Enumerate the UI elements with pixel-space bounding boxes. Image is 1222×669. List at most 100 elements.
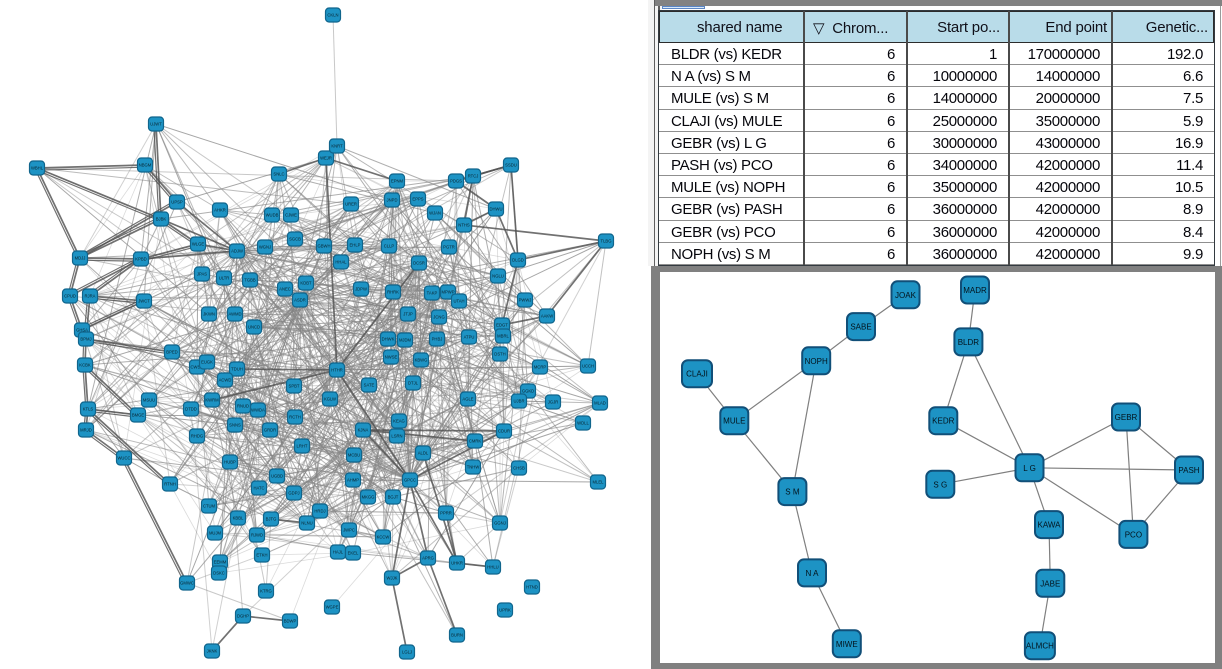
svg-text:CJWE: CJWE [285, 213, 297, 218]
svg-text:KTLS: KTLS [83, 407, 94, 412]
svg-text:JWPC: JWPC [343, 528, 355, 533]
svg-text:RJRA: RJRA [85, 294, 96, 299]
svg-text:KDBT: KDBT [300, 281, 312, 286]
svg-text:CLLP: CLLP [384, 244, 395, 249]
svg-text:MBRL: MBRL [497, 334, 509, 339]
svg-text:EKEL: EKEL [348, 551, 359, 556]
svg-text:WGNJ: WGNJ [259, 245, 271, 250]
svg-text:DCSR: DCSR [413, 261, 425, 266]
svg-text:LGLJ: LGLJ [402, 650, 412, 655]
svg-text:HRDJ: HRDJ [314, 509, 325, 514]
svg-text:WBHL: WBHL [31, 166, 44, 171]
svg-text:UHKR: UHKR [451, 561, 463, 566]
svg-text:DTDD: DTDD [185, 407, 197, 412]
svg-text:DSTH: DSTH [494, 352, 505, 357]
svg-text:EUGK: EUGK [201, 360, 213, 365]
svg-text:MKGG: MKGG [362, 495, 375, 500]
svg-text:HAJL: HAJL [333, 550, 344, 555]
svg-text:HTHR: HTHR [331, 368, 343, 373]
svg-text:WUDB: WUDB [266, 213, 279, 218]
svg-text:GDPJ: GDPJ [288, 491, 299, 496]
svg-text:SABE: SABE [850, 323, 871, 332]
svg-text:JABE: JABE [1040, 579, 1060, 588]
svg-text:RNUD: RNUD [237, 404, 249, 409]
svg-text:BJBK: BJBK [156, 217, 167, 222]
svg-text:UPSP: UPSP [171, 200, 183, 205]
svg-text:NLNU: NLNU [301, 521, 312, 526]
svg-text:MSUU: MSUU [143, 398, 155, 403]
svg-text:JGJR: JGJR [548, 400, 558, 405]
svg-text:EDGT: EDGT [496, 323, 508, 328]
svg-text:BPED: BPED [166, 350, 177, 355]
svg-text:WDLL: WDLL [577, 421, 589, 426]
svg-text:WLGE: WLGE [192, 242, 205, 247]
svg-text:HUBP: HUBP [224, 460, 236, 465]
svg-text:S G: S G [933, 480, 947, 489]
svg-text:L G: L G [1023, 464, 1036, 473]
svg-text:CTUM: CTUM [203, 504, 216, 509]
svg-text:RTCJ: RTCJ [468, 174, 479, 179]
svg-text:ASDR: ASDR [294, 298, 306, 303]
svg-text:JNPD: JNPD [387, 198, 398, 203]
svg-text:JKWN: JKWN [203, 312, 215, 317]
svg-text:NOPH: NOPH [805, 357, 828, 366]
svg-text:AHMP: AHMP [347, 478, 359, 483]
svg-text:PPRR: PPRR [440, 511, 452, 516]
svg-text:DTJL: DTJL [408, 381, 419, 386]
svg-text:WJJK: WJJK [387, 576, 398, 581]
svg-text:DHWK: DHWK [382, 337, 395, 342]
svg-text:WUCC: WUCC [117, 456, 130, 461]
svg-text:ETKH: ETKH [256, 553, 267, 558]
svg-text:RHRK: RHRK [387, 290, 399, 295]
svg-text:SSDU: SSDU [505, 163, 517, 168]
svg-text:KWRM: KWRM [205, 398, 219, 403]
svg-text:UGBD: UGBD [271, 474, 283, 479]
svg-text:GHSA: GHSA [76, 328, 88, 333]
svg-text:DGHP: DGHP [237, 614, 249, 619]
svg-text:CWSG: CWSG [190, 365, 203, 370]
svg-text:AAKW: AAKW [541, 314, 553, 319]
svg-text:KEAG: KEAG [393, 419, 405, 424]
svg-text:GEBR: GEBR [1115, 413, 1138, 422]
svg-text:HHAL: HHAL [335, 260, 347, 265]
svg-text:PGTR: PGTR [443, 245, 455, 250]
svg-text:ACWD: ACWD [219, 378, 232, 383]
svg-text:KJNA: KJNA [358, 428, 369, 433]
svg-text:GBWH: GBWH [317, 244, 330, 249]
svg-text:GGNJ: GGNJ [494, 521, 506, 526]
svg-text:KBWG: KBWG [415, 358, 428, 363]
svg-text:DLGD: DLGD [512, 258, 524, 263]
svg-text:BURN: BURN [451, 633, 463, 638]
svg-text:SNNS: SNNS [229, 423, 241, 428]
svg-text:NWSE: NWSE [385, 355, 398, 360]
svg-text:KEDR: KEDR [932, 417, 954, 426]
svg-text:RHDG: RHDG [191, 434, 203, 439]
svg-text:UJBR: UJBR [514, 399, 525, 404]
svg-text:TNHW: TNHW [467, 465, 480, 470]
svg-text:MJDM: MJDM [399, 338, 412, 343]
svg-text:JTJP: JTJP [403, 312, 413, 317]
svg-text:UCCH: UCCH [582, 364, 594, 369]
svg-text:UJWT: UJWT [150, 122, 162, 127]
svg-text:MPWP: MPWP [441, 290, 454, 295]
svg-text:BLDR: BLDR [958, 338, 980, 347]
svg-text:EPPS: EPPS [412, 197, 423, 202]
svg-text:PDGS: PDGS [450, 179, 462, 184]
svg-text:BJTG: BJTG [266, 517, 277, 522]
svg-text:UNCD: UNCD [248, 325, 260, 330]
svg-text:KTRG: KTRG [260, 589, 272, 594]
svg-text:KPBD: KPBD [135, 257, 146, 262]
svg-text:S M: S M [785, 488, 800, 497]
svg-text:MLEL: MLEL [593, 480, 605, 485]
svg-text:LSRN: LSRN [391, 434, 402, 439]
svg-text:PWWJ: PWWJ [519, 298, 532, 303]
svg-text:KNRT: KNRT [331, 144, 343, 149]
svg-text:N A: N A [806, 569, 820, 578]
svg-text:MLAD: MLAD [594, 401, 606, 406]
svg-text:WEJR: WEJR [320, 156, 332, 161]
svg-text:WGPE: WGPE [326, 605, 339, 610]
svg-text:KGLW: KGLW [324, 397, 336, 402]
svg-text:JWCT: JWCT [138, 299, 150, 304]
svg-text:WWDA: WWDA [251, 408, 265, 413]
svg-text:CLAJI: CLAJI [686, 370, 708, 379]
